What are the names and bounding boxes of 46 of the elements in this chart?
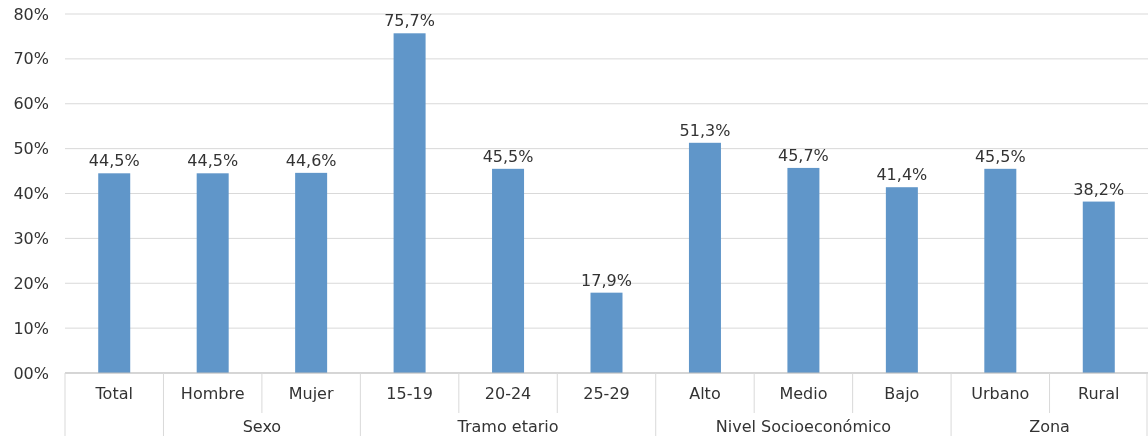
bar xyxy=(98,173,131,373)
x-tick-label: Alto xyxy=(689,384,721,403)
x-tick-label: 25-29 xyxy=(583,384,630,403)
bar xyxy=(885,187,918,373)
data-label: 38,2% xyxy=(1073,179,1125,199)
bar xyxy=(787,167,820,373)
data-label: 51,3% xyxy=(679,120,731,140)
y-tick-label: 10% xyxy=(13,318,49,338)
x-tick-label: Hombre xyxy=(180,384,245,403)
x-tick-label: 15-19 xyxy=(386,384,433,403)
bar xyxy=(196,173,229,373)
data-label: 44,5% xyxy=(88,151,140,171)
y-tick-label: 40% xyxy=(13,184,49,204)
text: Nivel Socioeconómico xyxy=(715,417,892,436)
y-tick-label: 30% xyxy=(13,228,49,248)
data-label: 45,5% xyxy=(482,146,534,166)
text: Zona xyxy=(1029,417,1070,436)
text: Tramo etario xyxy=(456,417,559,436)
y-tick-label: 80% xyxy=(13,4,49,24)
data-label: 44,5% xyxy=(187,151,239,171)
data-label: 17,9% xyxy=(581,270,632,290)
x-tick-label: Rural xyxy=(1078,384,1120,403)
x-tick-label: Total xyxy=(94,384,133,403)
bar xyxy=(393,33,426,373)
data-label: 44,6% xyxy=(285,150,337,170)
data-label: 41,4% xyxy=(876,165,928,185)
data-label: 45,5% xyxy=(974,146,1026,166)
bar xyxy=(492,168,525,373)
data-label: 45,7% xyxy=(778,145,829,165)
y-tick-label: 60% xyxy=(13,94,49,114)
x-tick-label: Medio xyxy=(779,384,828,403)
x-tick-label: Urbano xyxy=(971,384,1030,403)
bar xyxy=(1082,201,1115,373)
x-tick-label: Bajo xyxy=(884,384,920,403)
bar xyxy=(295,172,328,373)
x-tick-label: 20-24 xyxy=(484,384,532,403)
bar xyxy=(984,168,1017,373)
bar xyxy=(688,142,721,373)
data-label: 75,7% xyxy=(384,11,435,31)
y-tick-label: 00% xyxy=(13,363,49,383)
y-tick-label: 20% xyxy=(13,273,49,293)
bar xyxy=(590,292,623,373)
y-tick-label: 70% xyxy=(13,49,49,69)
y-tick-label: 50% xyxy=(13,139,49,159)
text: Sexo xyxy=(242,417,282,436)
x-tick-label: Mujer xyxy=(288,384,334,403)
